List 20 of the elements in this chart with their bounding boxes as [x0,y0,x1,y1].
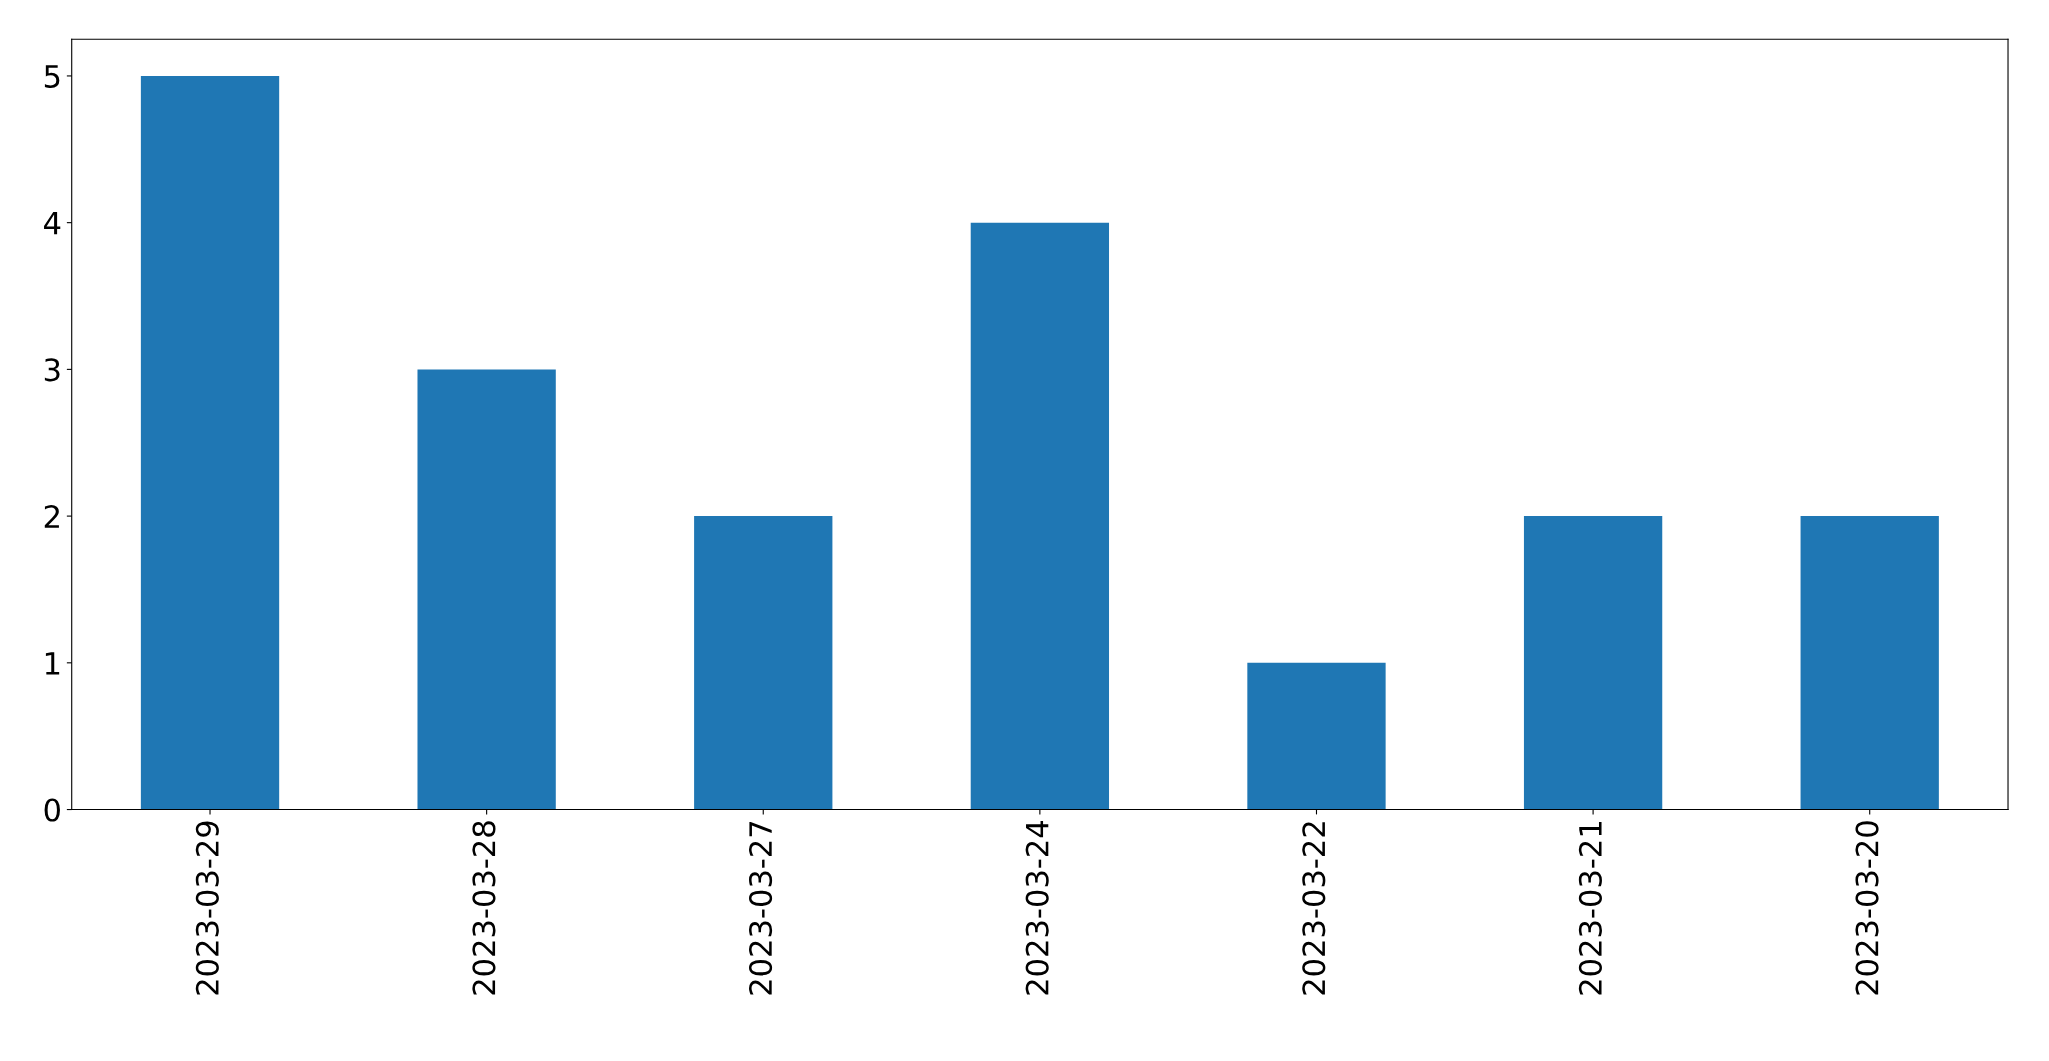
bar [417,369,556,810]
x-tick-label: 2023-03-22 [1302,822,1326,995]
y-tick-label: 1 [45,652,60,675]
y-tick-label: 5 [44,65,60,88]
x-tick-label: 2023-03-29 [195,821,219,995]
bar [1523,516,1663,810]
x-tick-label: 2023-03-21 [1578,822,1602,995]
x-tick-label: 2023-03-28 [472,821,496,995]
y-tick-label: 4 [44,211,61,235]
y-tick-label: 2 [44,505,59,528]
bar [140,75,280,810]
bar [1247,662,1386,810]
x-tick-label: 2023-03-27 [749,821,773,995]
bar [1800,516,1939,810]
bar [970,222,1110,810]
y-tick-label: 3 [44,358,60,382]
y-tick-label: 0 [44,798,60,822]
x-tick-label: 2023-03-20 [1855,821,1879,995]
x-tick-label: 2023-03-24 [1025,820,1049,995]
bar [694,516,833,810]
